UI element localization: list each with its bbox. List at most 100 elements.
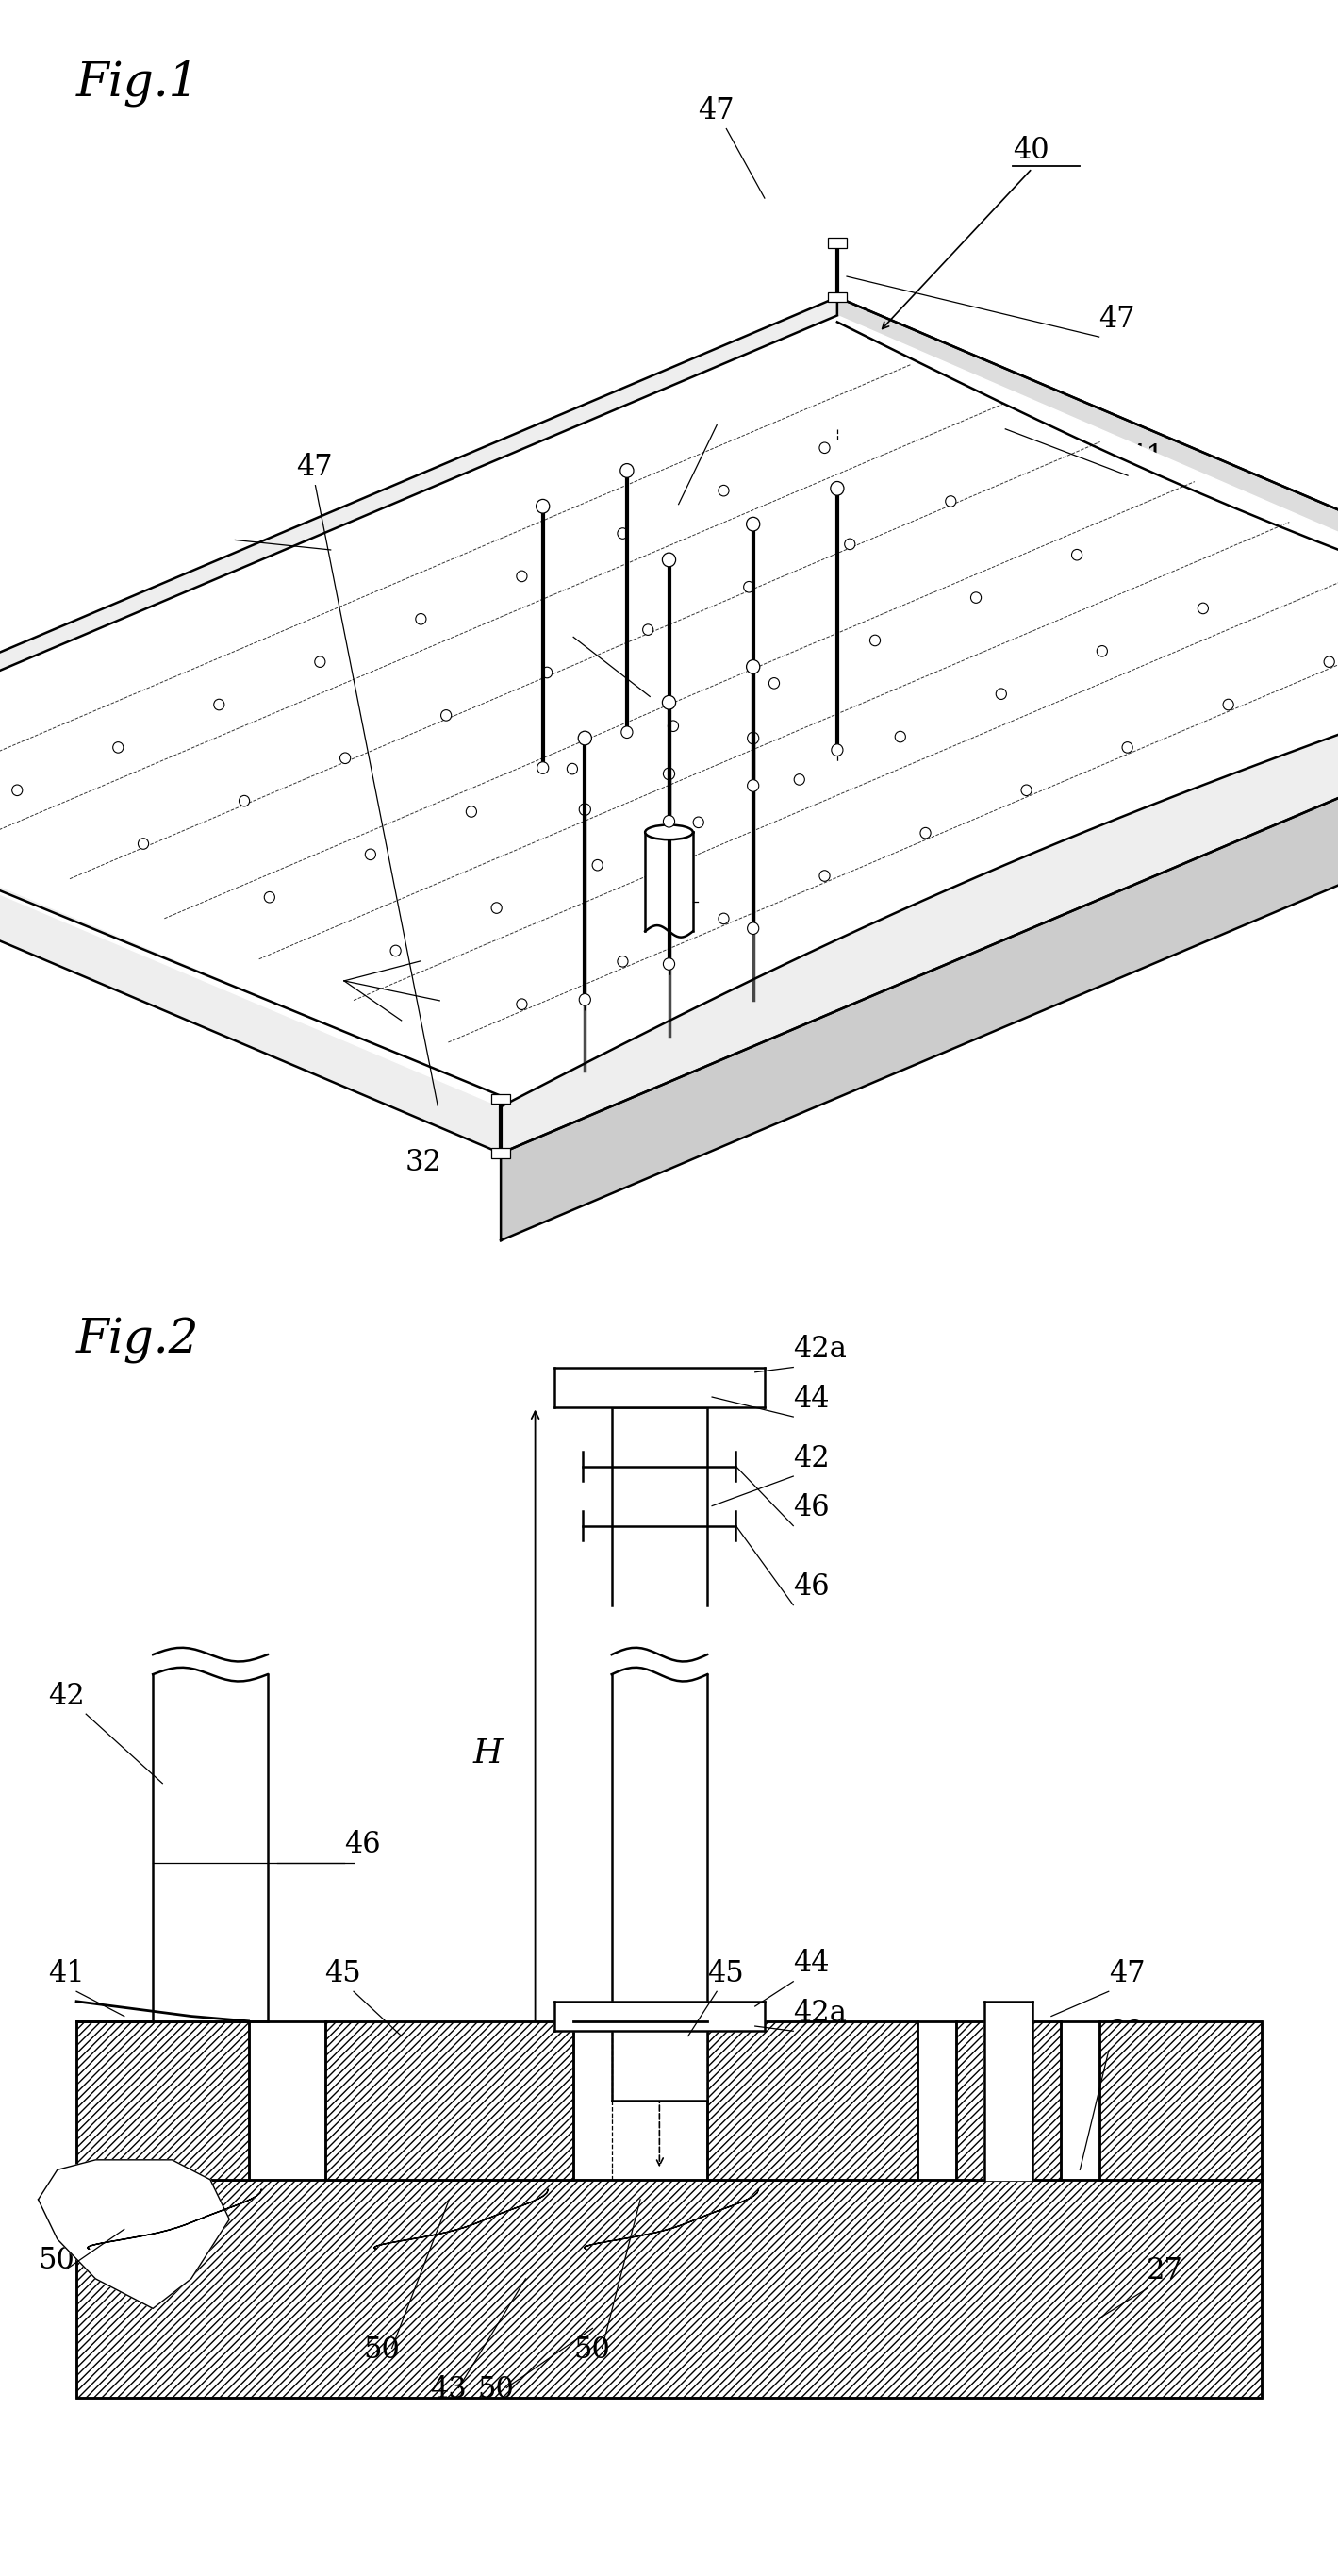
Circle shape bbox=[819, 871, 830, 881]
Text: 40: 40 bbox=[1013, 137, 1049, 165]
Text: 47: 47 bbox=[296, 453, 333, 482]
Circle shape bbox=[440, 711, 451, 721]
Text: 46: 46 bbox=[793, 1494, 830, 1522]
Circle shape bbox=[112, 742, 123, 752]
Circle shape bbox=[719, 484, 729, 497]
Text: Fig.1: Fig.1 bbox=[76, 59, 199, 106]
Polygon shape bbox=[0, 314, 1338, 1108]
Text: 42: 42 bbox=[708, 402, 744, 433]
Circle shape bbox=[668, 721, 678, 732]
Text: Fig.2: Fig.2 bbox=[76, 1319, 199, 1365]
Circle shape bbox=[769, 677, 779, 688]
Bar bbox=[76, 2179, 1262, 2398]
Circle shape bbox=[264, 891, 274, 902]
Circle shape bbox=[1072, 549, 1082, 562]
Text: H: H bbox=[472, 1739, 502, 1770]
Circle shape bbox=[618, 956, 628, 966]
Bar bbox=[1098, 2022, 1262, 2179]
Text: 47: 47 bbox=[1098, 304, 1136, 332]
Circle shape bbox=[491, 902, 502, 914]
Text: 43: 43 bbox=[429, 2375, 467, 2403]
Text: 41: 41 bbox=[1128, 443, 1164, 471]
Circle shape bbox=[664, 768, 674, 781]
Circle shape bbox=[662, 554, 676, 567]
Text: 32: 32 bbox=[630, 866, 668, 894]
Circle shape bbox=[621, 464, 634, 477]
Circle shape bbox=[416, 613, 425, 623]
Circle shape bbox=[747, 518, 760, 531]
Text: 42: 42 bbox=[793, 1443, 830, 1473]
Circle shape bbox=[391, 945, 401, 956]
Circle shape bbox=[795, 773, 804, 786]
Text: 46: 46 bbox=[344, 1829, 380, 1860]
Circle shape bbox=[365, 850, 376, 860]
Circle shape bbox=[844, 538, 855, 549]
Polygon shape bbox=[375, 2190, 549, 2249]
Bar bbox=[708, 2022, 918, 2179]
Circle shape bbox=[516, 572, 527, 582]
Text: 19: 19 bbox=[708, 889, 744, 917]
Circle shape bbox=[831, 482, 844, 495]
Text: 47: 47 bbox=[1109, 1958, 1145, 1989]
Text: 47: 47 bbox=[321, 538, 357, 567]
Bar bbox=[1098, 2022, 1262, 2179]
Circle shape bbox=[138, 837, 149, 850]
Circle shape bbox=[593, 860, 602, 871]
Circle shape bbox=[542, 667, 553, 677]
Circle shape bbox=[946, 497, 957, 507]
Circle shape bbox=[579, 994, 590, 1005]
Circle shape bbox=[748, 732, 759, 744]
Text: 42: 42 bbox=[48, 1682, 84, 1710]
Polygon shape bbox=[0, 296, 1338, 1154]
Circle shape bbox=[537, 500, 550, 513]
Circle shape bbox=[516, 999, 527, 1010]
Circle shape bbox=[995, 688, 1006, 701]
Bar bbox=[76, 2022, 249, 2179]
Text: 42a: 42a bbox=[793, 1999, 847, 2027]
Text: 27: 27 bbox=[415, 492, 451, 520]
Text: 50: 50 bbox=[574, 2336, 610, 2365]
Circle shape bbox=[642, 623, 653, 636]
Text: 42: 42 bbox=[554, 616, 591, 644]
Text: 47: 47 bbox=[697, 95, 735, 126]
Circle shape bbox=[578, 732, 591, 744]
Circle shape bbox=[1198, 603, 1208, 613]
Bar bbox=[955, 2022, 1061, 2179]
Bar bbox=[828, 237, 847, 247]
Ellipse shape bbox=[645, 824, 693, 840]
Circle shape bbox=[1021, 786, 1032, 796]
Circle shape bbox=[567, 762, 578, 775]
Circle shape bbox=[662, 696, 676, 708]
Text: 43: 43 bbox=[325, 969, 361, 997]
Circle shape bbox=[664, 817, 674, 827]
Circle shape bbox=[747, 659, 760, 675]
Text: 44: 44 bbox=[793, 1383, 830, 1414]
Bar bbox=[955, 2022, 1061, 2179]
Circle shape bbox=[921, 827, 931, 840]
Circle shape bbox=[693, 817, 704, 827]
Text: 27: 27 bbox=[1147, 2257, 1184, 2285]
Circle shape bbox=[870, 636, 880, 647]
Text: 32: 32 bbox=[405, 1146, 442, 1177]
Circle shape bbox=[831, 744, 843, 755]
Circle shape bbox=[744, 582, 755, 592]
Circle shape bbox=[748, 922, 759, 935]
Text: 32: 32 bbox=[1109, 2020, 1145, 2048]
Polygon shape bbox=[87, 2190, 261, 2249]
Circle shape bbox=[12, 786, 23, 796]
Circle shape bbox=[579, 804, 590, 817]
Bar bbox=[325, 2022, 574, 2179]
Circle shape bbox=[895, 732, 906, 742]
Circle shape bbox=[314, 657, 325, 667]
Bar bbox=[708, 2022, 918, 2179]
Polygon shape bbox=[39, 2159, 229, 2308]
Text: 45: 45 bbox=[325, 1958, 361, 1989]
Polygon shape bbox=[838, 296, 1338, 742]
Bar bbox=[491, 1095, 510, 1103]
Text: 50: 50 bbox=[478, 2375, 515, 2403]
Text: 50: 50 bbox=[39, 2246, 75, 2275]
Circle shape bbox=[819, 443, 830, 453]
Bar bbox=[828, 291, 847, 301]
Circle shape bbox=[719, 914, 729, 925]
Text: 46: 46 bbox=[793, 1571, 830, 1602]
